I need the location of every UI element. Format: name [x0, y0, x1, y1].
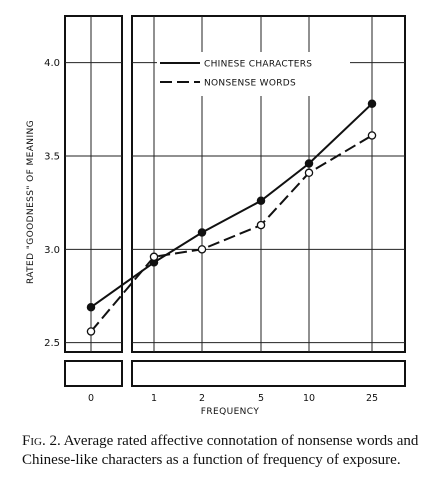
x-tick-label: 1	[151, 393, 157, 404]
y-tick-label: 2.5	[44, 338, 60, 349]
y-axis-label: RATED "GOODNESS" OF MEANING	[26, 120, 36, 284]
y-tick-label: 3.0	[44, 245, 60, 256]
y-axis-ticks: 2.5 3.0 3.5 4.0	[44, 58, 60, 349]
series-line	[90, 134, 373, 333]
figure-caption: Fig. 2. Average rated affective connotat…	[22, 432, 422, 470]
data-point	[86, 327, 96, 336]
x-axis-label: FREQUENCY	[201, 407, 260, 417]
legend-label: CHINESE CHARACTERS	[204, 60, 312, 70]
caption-text: Average rated affective connotation of n…	[22, 433, 419, 468]
data-point	[304, 168, 314, 178]
x-tick-label: 10	[303, 393, 315, 404]
x-tick-label: 2	[199, 393, 205, 404]
data-point	[367, 99, 377, 108]
axis-strip-right	[131, 360, 406, 387]
x-tick-label: 5	[258, 393, 264, 404]
plot-frame-right	[131, 15, 406, 353]
data-point	[304, 159, 314, 168]
series-lines	[86, 99, 377, 336]
legend-background	[157, 52, 350, 96]
x-tick-label: 0	[88, 393, 94, 404]
figure-label: Fig. 2.	[22, 433, 61, 449]
plot-frames	[64, 15, 406, 387]
plot-frame-left	[64, 15, 123, 353]
axis-strip-left	[64, 360, 123, 387]
line-chart: 2.53.03.54.0 0 1 2 5 10 25 CHINESE CHARACTERS…	[26, 15, 406, 417]
legend: CHINESE CHARACTERS NONSENSE WORDS	[157, 52, 350, 96]
gridlines	[65, 16, 405, 352]
y-tick-label: 4.0	[44, 58, 60, 69]
series-line	[90, 102, 373, 309]
data-point	[197, 245, 207, 254]
data-point	[86, 302, 96, 312]
x-axis-ticks: 0 1 2 5 10 25	[88, 393, 378, 404]
data-point	[256, 220, 266, 230]
data-point	[367, 131, 377, 140]
data-point	[149, 252, 159, 262]
x-tick-label: 25	[366, 393, 378, 404]
legend-label: NONSENSE WORDS	[204, 79, 296, 89]
data-point	[197, 228, 207, 237]
data-point	[256, 196, 266, 206]
y-tick-label: 3.5	[44, 152, 60, 163]
